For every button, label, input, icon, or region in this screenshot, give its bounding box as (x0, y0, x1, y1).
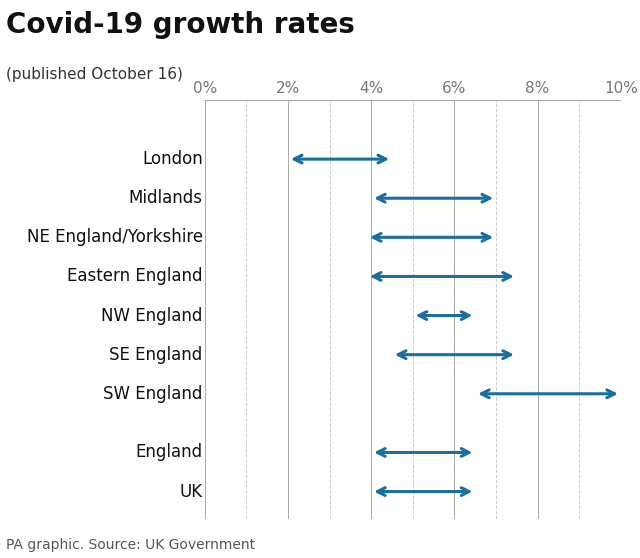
Text: SW England: SW England (103, 385, 203, 403)
Text: SE England: SE England (109, 345, 203, 364)
Text: UK: UK (180, 483, 203, 501)
Text: PA graphic. Source: UK Government: PA graphic. Source: UK Government (6, 538, 255, 552)
Text: (published October 16): (published October 16) (6, 67, 183, 82)
Text: London: London (142, 150, 203, 168)
Text: NE England/Yorkshire: NE England/Yorkshire (27, 228, 203, 246)
Text: NW England: NW England (101, 306, 203, 325)
Text: England: England (136, 444, 203, 461)
Text: Covid-19 growth rates: Covid-19 growth rates (6, 11, 355, 39)
Text: Eastern England: Eastern England (67, 267, 203, 286)
Text: Midlands: Midlands (129, 189, 203, 207)
